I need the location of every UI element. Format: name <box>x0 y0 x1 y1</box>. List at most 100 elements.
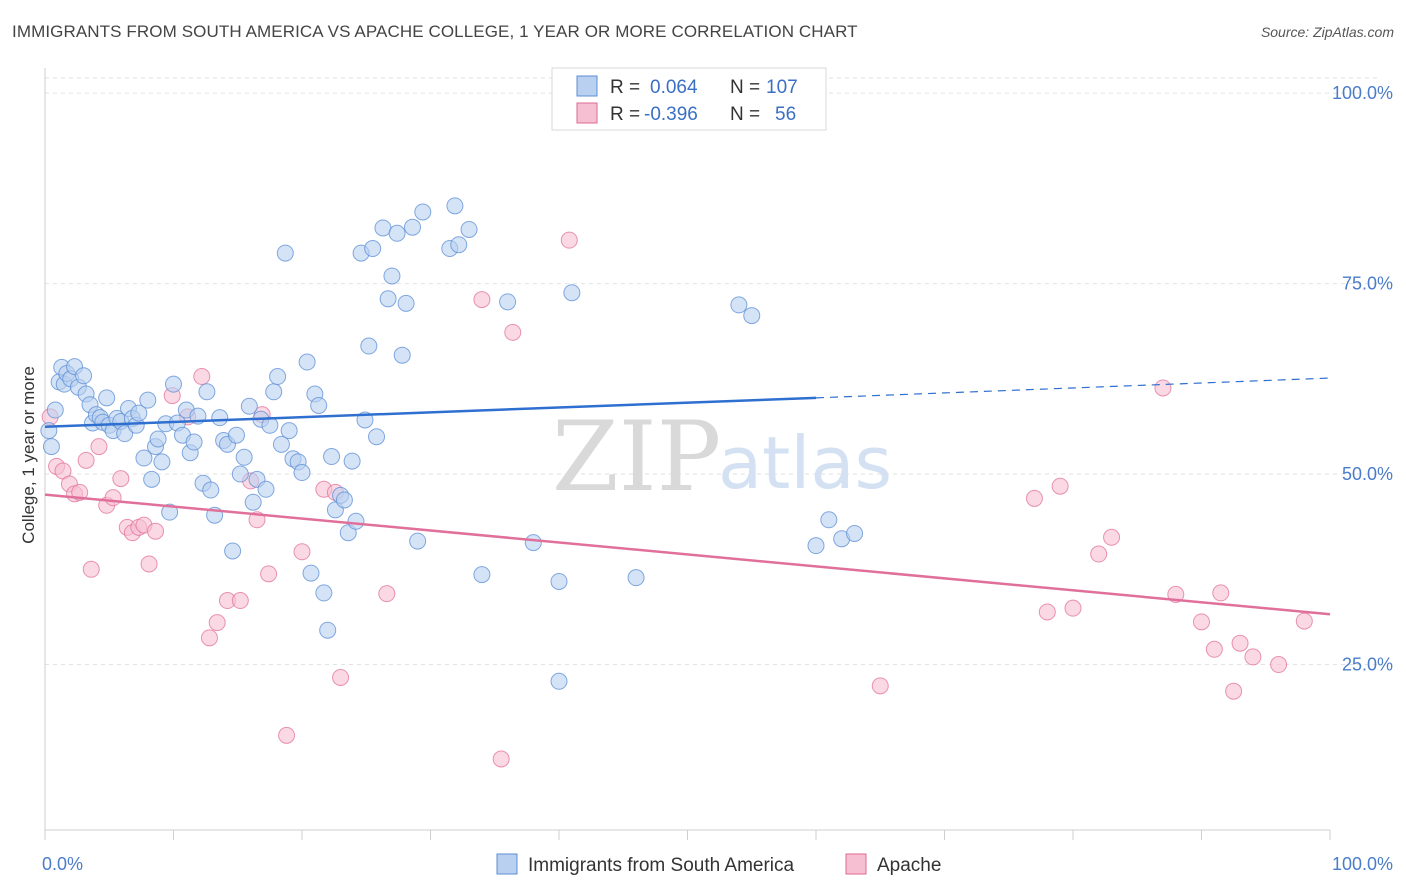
apache-point <box>1103 528 1121 546</box>
apache-trend-line <box>44 493 1331 616</box>
south-america-point <box>298 353 316 371</box>
south-america-point <box>846 524 864 542</box>
legend-n-value-1: 107 <box>766 77 798 98</box>
south-america-point <box>404 218 422 236</box>
south-america-point <box>414 203 432 221</box>
south-america-point <box>446 197 464 215</box>
apache-point <box>1270 656 1288 674</box>
watermark-atlas: atlas <box>718 421 892 505</box>
south-america-points <box>40 197 864 690</box>
south-america-point <box>310 396 328 414</box>
apache-point <box>1231 634 1249 652</box>
apache-point <box>1193 613 1210 631</box>
apache-point <box>231 592 249 610</box>
apache-point <box>1064 599 1082 617</box>
south-america-point <box>319 621 337 639</box>
apache-point <box>504 323 522 341</box>
apache-point <box>77 451 95 469</box>
south-america-point <box>202 481 220 499</box>
apache-point <box>1212 584 1230 602</box>
apache-point <box>1051 477 1069 495</box>
south-america-point <box>139 391 157 409</box>
apache-point <box>193 368 211 386</box>
south-america-point <box>499 293 517 311</box>
south-america-point <box>450 236 468 254</box>
y-tick-label-100: 100.0% <box>1332 83 1393 103</box>
apache-point <box>1225 682 1243 700</box>
south-america-point <box>409 532 427 550</box>
x-tick-label-min: 0.0% <box>42 854 83 874</box>
apache-point <box>293 543 311 561</box>
south-america-point <box>293 464 311 482</box>
south-america-point <box>185 433 203 451</box>
apache-point <box>378 585 396 603</box>
legend-r-label-2: R = <box>610 104 640 125</box>
south-america-point <box>302 564 320 582</box>
apache-point <box>473 291 491 309</box>
apache-point <box>1154 379 1172 397</box>
south-america-point <box>240 397 258 415</box>
south-america-point <box>368 428 386 446</box>
south-america-point <box>257 480 275 498</box>
south-america-point <box>46 401 64 419</box>
south-america-point <box>135 449 153 467</box>
south-america-point <box>323 448 341 466</box>
south-america-point <box>563 284 581 302</box>
south-america-point <box>276 244 294 262</box>
apache-point <box>492 750 510 768</box>
south-america-point <box>379 290 397 308</box>
south-america-point <box>143 470 161 488</box>
y-tick-labels: 25.0% 50.0% 75.0% 100.0% <box>1332 83 1393 674</box>
correlation-legend: R = 0.064 N = 107 R = -0.396 N = 56 <box>551 67 827 131</box>
south-america-point <box>383 267 401 285</box>
south-america-point <box>280 422 298 440</box>
apache-point <box>90 438 108 456</box>
x-tick-label-max: 100.0% <box>1332 854 1393 874</box>
apache-point <box>332 668 350 686</box>
legend-n-value-2: 56 <box>775 104 796 125</box>
south-america-point <box>269 368 287 386</box>
south-america-point <box>116 425 134 443</box>
south-america-point <box>347 512 365 530</box>
y-tick-label-25: 25.0% <box>1342 655 1393 675</box>
apache-point <box>1295 612 1313 630</box>
series-legend: Immigrants from South America Apache <box>496 853 941 876</box>
south-america-point <box>743 307 761 325</box>
south-america-point <box>388 224 406 242</box>
legend-n-label-1: N = <box>730 77 760 98</box>
south-america-point <box>550 572 568 590</box>
legend-r-value-1: 0.064 <box>650 77 698 98</box>
apache-point <box>208 614 226 632</box>
south-america-trend-line <box>44 396 817 429</box>
south-america-point <box>161 503 179 521</box>
apache-point <box>82 560 100 578</box>
south-america-point <box>98 389 116 407</box>
grid-lines <box>45 77 1380 666</box>
apache-point <box>278 726 296 744</box>
south-america-point <box>315 584 333 602</box>
source-label: Source: ZipAtlas.com <box>1260 24 1394 40</box>
y-tick-label-50: 50.0% <box>1342 464 1393 484</box>
south-america-point <box>524 534 542 552</box>
legend-swatch-pink <box>576 102 598 124</box>
south-america-point <box>227 426 245 444</box>
series-legend-swatch-blue <box>496 853 518 875</box>
south-america-point <box>153 453 171 471</box>
south-america-point <box>272 435 290 453</box>
south-america-point <box>130 404 148 422</box>
apache-point <box>1038 603 1056 621</box>
apache-point <box>871 677 889 695</box>
south-america-point <box>42 438 60 456</box>
south-america-point <box>211 409 229 427</box>
south-america-point <box>460 220 478 238</box>
apache-point <box>560 231 578 249</box>
south-america-point <box>244 493 262 511</box>
south-america-point <box>343 452 361 470</box>
apache-point <box>112 470 130 488</box>
apache-point <box>140 555 158 573</box>
y-tick-label-75: 75.0% <box>1342 274 1393 294</box>
legend-r-label-1: R = <box>610 77 640 98</box>
series-legend-swatch-pink <box>845 853 867 875</box>
south-america-point <box>265 383 283 401</box>
south-america-point <box>397 294 415 312</box>
